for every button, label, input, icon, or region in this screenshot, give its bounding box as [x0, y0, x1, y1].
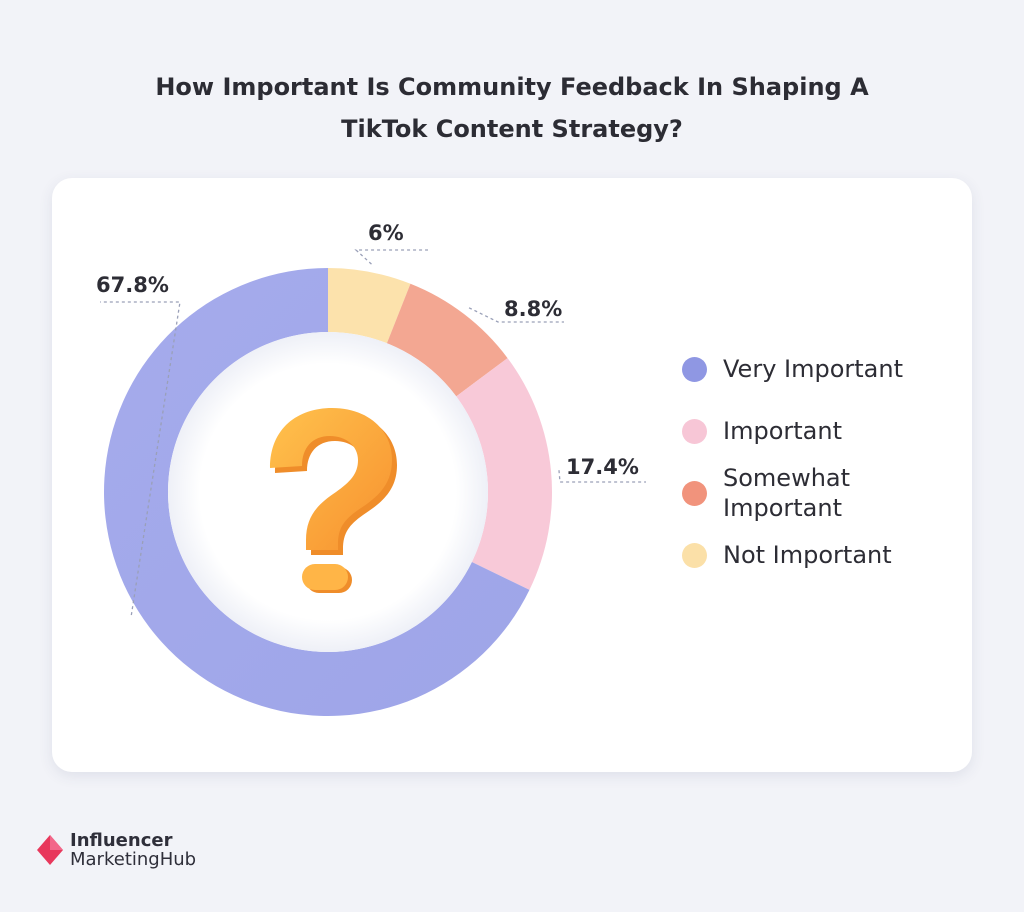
legend-item-not-important: Not Important — [682, 524, 952, 586]
legend-label: Very Important — [723, 355, 903, 383]
leader-line — [354, 249, 428, 265]
legend-label: Not Important — [723, 541, 892, 569]
donut-chart: 67.8% 17.4% 8.8% 6% — [96, 221, 646, 716]
legend-item-somewhat-important: Somewhat Important — [682, 462, 952, 524]
label-somewhat-important: 8.8% — [504, 297, 562, 321]
legend-swatch — [682, 356, 707, 382]
data-labels: 67.8% 17.4% 8.8% 6% — [96, 221, 646, 616]
legend-swatch — [682, 480, 707, 506]
label-not-important: 6% — [368, 221, 404, 245]
brand-logo: Influencer MarketingHub — [36, 828, 196, 872]
question-mark-icon — [270, 408, 397, 593]
donut-inner-disc — [168, 332, 488, 652]
diamond-logo-icon — [37, 835, 63, 865]
brand-name-line1: Influencer — [70, 830, 173, 851]
brand-name-line2: MarketingHub — [70, 849, 197, 870]
slice-important — [456, 358, 552, 590]
chart-title: How Important Is Community Feedback In S… — [155, 73, 869, 143]
donut-slices — [104, 268, 552, 716]
label-important: 17.4% — [566, 455, 639, 479]
slice-very-important — [104, 268, 530, 716]
legend-item-important: Important — [682, 400, 952, 462]
legend-label: Important — [723, 417, 842, 445]
leader-line — [468, 307, 564, 323]
chart-card: 67.8% 17.4% 8.8% 6% Very Important Importan… — [52, 178, 972, 772]
legend-item-very-important: Very Important — [682, 338, 952, 400]
slice-somewhat-important — [386, 283, 508, 397]
label-very-important: 67.8% — [96, 273, 169, 297]
legend-swatch — [682, 542, 707, 568]
legend-swatch — [682, 418, 707, 444]
slice-not-important — [328, 268, 411, 344]
chart-legend: Very Important Important Somewhat Import… — [682, 338, 952, 586]
legend-label: Somewhat Important — [723, 464, 851, 522]
